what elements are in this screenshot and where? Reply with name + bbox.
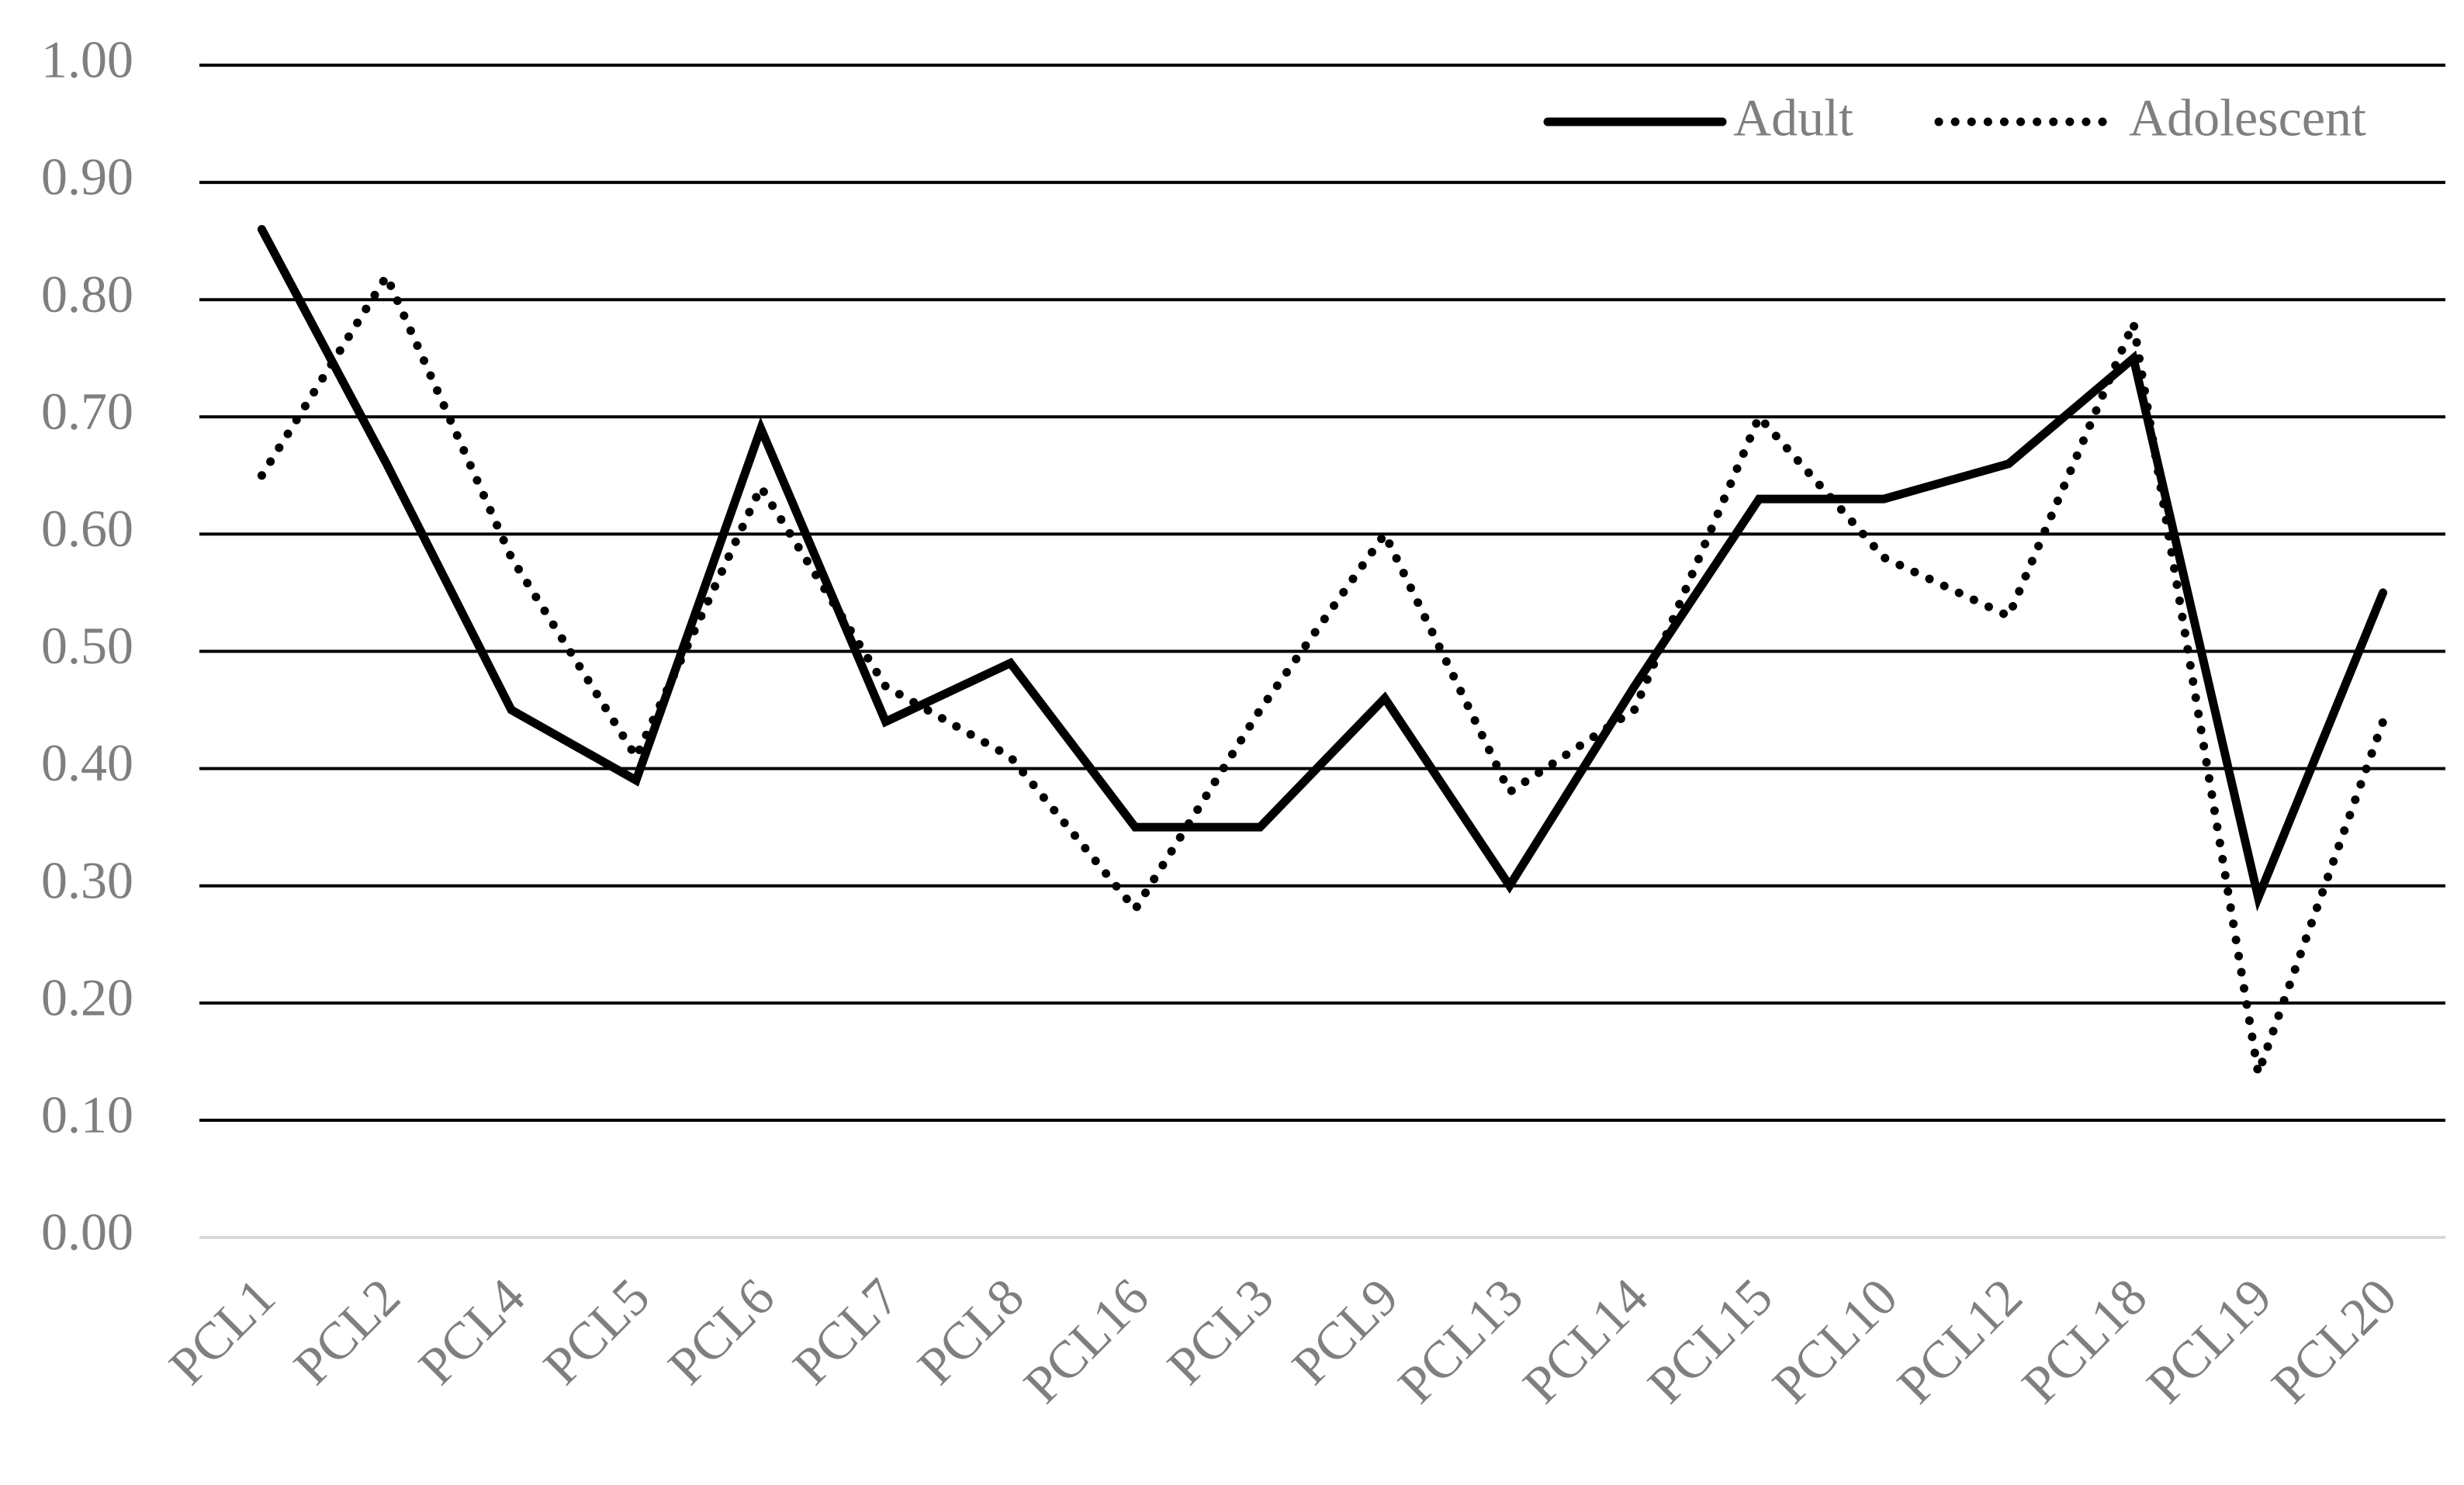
- x-tick-label: PCL2: [282, 1267, 411, 1396]
- x-tick-label: PCL20: [2260, 1267, 2407, 1414]
- x-tick-label: PCL15: [1636, 1267, 1784, 1414]
- x-tick-label: PCL3: [1156, 1267, 1285, 1396]
- x-tick-label: PCL7: [781, 1267, 910, 1396]
- y-tick-label: 0.80: [41, 265, 133, 324]
- legend-label: Adolescent: [2129, 88, 2366, 147]
- x-tick-label: PCL1: [157, 1267, 286, 1396]
- x-tick-label: PCL6: [656, 1267, 785, 1396]
- x-tick-label: PCL10: [1761, 1267, 1909, 1414]
- y-tick-label: 0.10: [41, 1085, 133, 1144]
- y-tick-label: 0.20: [41, 968, 133, 1026]
- x-tick-label: PCL19: [2135, 1267, 2282, 1414]
- y-tick-label: 0.90: [41, 147, 133, 206]
- x-tick-label: PCL13: [1386, 1267, 1534, 1414]
- y-tick-label: 0.70: [41, 382, 133, 441]
- y-tick-label: 1.00: [41, 30, 133, 89]
- legend-label: Adult: [1733, 88, 1853, 147]
- x-tick-label: PCL16: [1012, 1267, 1160, 1414]
- x-tick-label: PCL18: [2011, 1267, 2158, 1414]
- series-line: [257, 267, 2388, 1091]
- series-line: [257, 225, 2388, 912]
- y-tick-label: 0.50: [41, 616, 133, 675]
- x-tick-label: PCL4: [407, 1267, 536, 1396]
- y-tick-label: 0.60: [41, 499, 133, 558]
- y-tick-label: 0.00: [41, 1203, 133, 1262]
- y-tick-label: 0.30: [41, 850, 133, 909]
- x-tick-label: PCL14: [1511, 1267, 1659, 1414]
- y-tick-label: 0.40: [41, 733, 133, 792]
- x-tick-label: PCL12: [1886, 1267, 2033, 1414]
- x-tick-label: PCL5: [532, 1267, 661, 1396]
